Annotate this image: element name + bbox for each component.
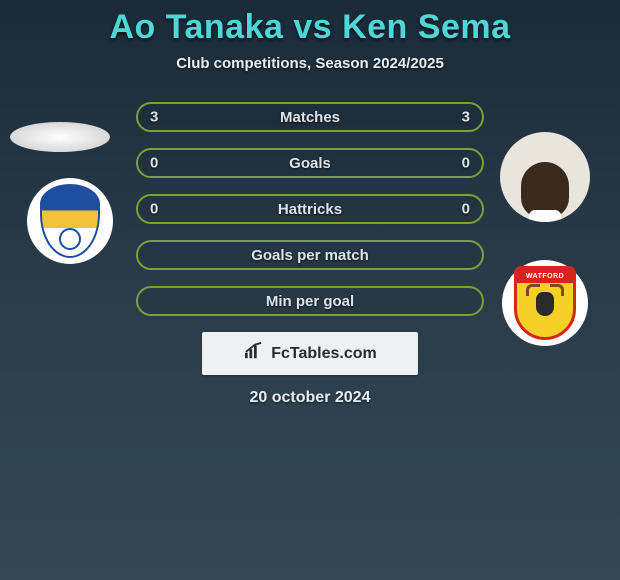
date-label: 20 october 2024 bbox=[0, 389, 620, 407]
chart-icon bbox=[243, 342, 265, 365]
brand-attribution: FcTables.com bbox=[202, 332, 418, 375]
stat-left-value: 0 bbox=[150, 201, 158, 218]
stat-row-goals-per-match: Goals per match bbox=[136, 240, 484, 270]
stat-label: Hattricks bbox=[278, 201, 342, 218]
club-left-badge bbox=[27, 178, 113, 264]
stat-label: Goals per match bbox=[251, 247, 369, 264]
stat-left-value: 0 bbox=[150, 155, 158, 172]
club-right-badge: WATFORD bbox=[502, 260, 588, 346]
player-left-avatar bbox=[10, 122, 110, 152]
stat-left-value: 3 bbox=[150, 109, 158, 126]
stat-row-hattricks: 0 Hattricks 0 bbox=[136, 194, 484, 224]
stat-row-matches: 3 Matches 3 bbox=[136, 102, 484, 132]
brand-label: FcTables.com bbox=[271, 345, 377, 363]
leeds-badge-icon bbox=[40, 184, 100, 258]
stat-label: Goals bbox=[289, 155, 331, 172]
avatar-silhouette bbox=[521, 162, 569, 218]
player-right-avatar bbox=[500, 132, 590, 222]
subtitle: Club competitions, Season 2024/2025 bbox=[0, 55, 620, 72]
stats-container: 3 Matches 3 0 Goals 0 0 Hattricks 0 Goal… bbox=[136, 102, 484, 316]
stat-label: Matches bbox=[280, 109, 340, 126]
stat-right-value: 0 bbox=[462, 155, 470, 172]
page-title: Ao Tanaka vs Ken Sema bbox=[0, 8, 620, 47]
watford-badge-label: WATFORD bbox=[517, 269, 573, 283]
stat-row-min-per-goal: Min per goal bbox=[136, 286, 484, 316]
stat-label: Min per goal bbox=[266, 293, 354, 310]
stat-row-goals: 0 Goals 0 bbox=[136, 148, 484, 178]
stat-right-value: 0 bbox=[462, 201, 470, 218]
stat-right-value: 3 bbox=[462, 109, 470, 126]
watford-badge-icon: WATFORD bbox=[514, 266, 576, 340]
